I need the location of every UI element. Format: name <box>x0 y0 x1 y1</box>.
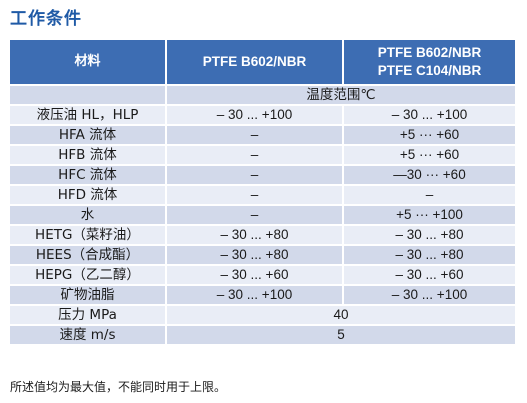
table-header-row: 材料 PTFE B602/NBR PTFE B602/NBR PTFE C104… <box>10 40 515 86</box>
combo-value: —30 ··· +60 <box>343 165 515 186</box>
medium-cell: HFA 流体 <box>10 125 167 146</box>
table-row: HEPG（乙二醇） – 30 ... +60 – 30 ... +60 <box>10 265 515 286</box>
header-ptfe-combo: PTFE B602/NBR PTFE C104/NBR <box>343 40 515 86</box>
medium-cell: 液压油 HL，HLP <box>10 105 167 126</box>
medium-cell: 水 <box>10 205 167 226</box>
combo-value: +5 ··· +60 <box>343 145 515 166</box>
medium-cell: HETG（菜籽油） <box>10 225 167 246</box>
b602-value: – <box>166 165 344 186</box>
footnote: 所述值均为最大值，不能同时用于上限。 <box>10 380 227 394</box>
speed-row: 速度 m/s 5 <box>10 325 515 346</box>
header-ptfe-b602: PTFE B602/NBR <box>166 40 344 86</box>
table-row: HFA 流体 – +5 ··· +60 <box>10 125 515 146</box>
combo-value: – 30 ... +100 <box>343 105 515 126</box>
header-material: 材料 <box>10 40 167 86</box>
b602-value: – 30 ... +80 <box>166 225 344 246</box>
header-combo-line2: PTFE C104/NBR <box>377 63 482 78</box>
combo-value: – 30 ... +100 <box>343 285 515 306</box>
b602-value: – <box>166 125 344 146</box>
temperature-range-row: 温度范围℃ <box>10 85 515 106</box>
combo-value: +5 ··· +60 <box>343 125 515 146</box>
speed-label: 速度 m/s <box>10 325 167 346</box>
combo-value: – 30 ... +80 <box>343 245 515 266</box>
b602-value: – <box>166 185 344 206</box>
temperature-range-label: 温度范围℃ <box>166 85 515 106</box>
medium-cell: HFB 流体 <box>10 145 167 166</box>
temperature-range-spacer <box>10 85 167 106</box>
header-combo-line1: PTFE B602/NBR <box>377 45 482 60</box>
speed-value: 5 <box>166 325 515 346</box>
table-row: HFD 流体 – – <box>10 185 515 206</box>
table-row: 液压油 HL，HLP – 30 ... +100 – 30 ... +100 <box>10 105 515 126</box>
combo-value: – 30 ... +80 <box>343 225 515 246</box>
section-title: 工作条件 <box>10 9 82 29</box>
table-row: HFC 流体 – —30 ··· +60 <box>10 165 515 186</box>
b602-value: – <box>166 145 344 166</box>
pressure-value: 40 <box>166 305 515 326</box>
pressure-row: 压力 MPa 40 <box>10 305 515 326</box>
combo-value: – <box>343 185 515 206</box>
medium-cell: HEPG（乙二醇） <box>10 265 167 286</box>
medium-cell: HFC 流体 <box>10 165 167 186</box>
b602-value: – <box>166 205 344 226</box>
medium-cell: HEES（合成酯） <box>10 245 167 266</box>
table-row: 水 – +5 ··· +100 <box>10 205 515 226</box>
combo-value: – 30 ... +60 <box>343 265 515 286</box>
table-row: 矿物油脂 – 30 ... +100 – 30 ... +100 <box>10 285 515 306</box>
b602-value: – 30 ... +60 <box>166 265 344 286</box>
working-conditions-table: 材料 PTFE B602/NBR PTFE B602/NBR PTFE C104… <box>10 40 515 346</box>
table-row: HETG（菜籽油） – 30 ... +80 – 30 ... +80 <box>10 225 515 246</box>
b602-value: – 30 ... +100 <box>166 285 344 306</box>
combo-value: +5 ··· +100 <box>343 205 515 226</box>
medium-cell: 矿物油脂 <box>10 285 167 306</box>
b602-value: – 30 ... +80 <box>166 245 344 266</box>
table-row: HFB 流体 – +5 ··· +60 <box>10 145 515 166</box>
b602-value: – 30 ... +100 <box>166 105 344 126</box>
pressure-label: 压力 MPa <box>10 305 167 326</box>
table-row: HEES（合成酯） – 30 ... +80 – 30 ... +80 <box>10 245 515 266</box>
medium-cell: HFD 流体 <box>10 185 167 206</box>
